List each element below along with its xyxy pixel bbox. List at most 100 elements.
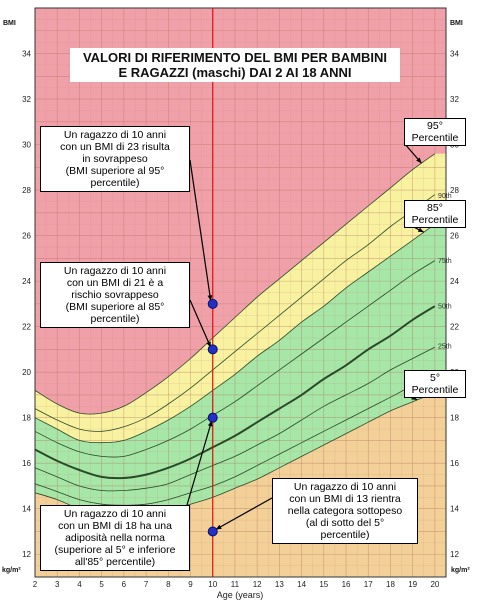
x-tick-label: 13: [275, 580, 284, 589]
chart-title: VALORI DI RIFERIMENTO DEL BMI PER BAMBIN…: [70, 48, 400, 82]
y-tick-label-right: 24: [450, 277, 459, 286]
y-tick-label-right: 34: [450, 50, 459, 59]
percentile-label-word: Percentile: [411, 132, 459, 144]
annotation-line: Un ragazzo di 10 anni: [63, 508, 167, 520]
x-tick-label: 18: [386, 580, 395, 589]
y-tick-label-right: 22: [450, 323, 459, 332]
plot-frame: [34, 7, 447, 578]
y-tick-label-right: 16: [450, 459, 459, 468]
percentile-label-number: 85: [427, 202, 439, 214]
x-tick-label: 7: [144, 580, 149, 589]
y-axis-label-top-left: BMI: [3, 20, 16, 27]
annotation-line: (al di sotto del 5°: [305, 517, 385, 529]
y-tick-label-right: 26: [450, 232, 459, 241]
annotation-line: percentile): [320, 529, 370, 541]
pointer-line: [186, 420, 213, 506]
y-tick-label-left: 30: [22, 141, 31, 150]
percentile-curve-25th: [34, 346, 436, 492]
x-tick-label: 17: [364, 580, 373, 589]
x-tick-label: 16: [342, 580, 351, 589]
data-marker: [207, 412, 218, 423]
x-tick-label: 2: [33, 580, 38, 589]
percentile-curve-10th: [34, 376, 436, 506]
pointer-arrowhead: [416, 157, 422, 164]
line-label-90th: 90th: [438, 193, 452, 200]
annotation-line: (BMI superiore al 95°: [65, 165, 165, 177]
pointer-arrowhead: [417, 227, 424, 233]
y-tick-label-left: 20: [22, 368, 31, 377]
percentile-label-number: 5: [429, 372, 436, 384]
y-tick-label-left: 22: [22, 323, 31, 332]
y-tick-label-left: 32: [22, 95, 31, 104]
y-tick-label-right: 12: [450, 550, 459, 559]
annotation-line: (BMI superiore al 85°: [65, 301, 165, 313]
data-marker: [207, 526, 218, 537]
annotation-line: Un ragazzo di 10 anni: [63, 129, 167, 141]
x-tick-label: 12: [253, 580, 262, 589]
y-tick-label-left: 14: [22, 505, 31, 514]
annotation-bmi-23: Un ragazzo di 10 anni con un BMI di 23 r…: [40, 126, 190, 192]
line-label-50th: 50th: [438, 304, 452, 311]
y-tick-label-right: 28: [450, 186, 459, 195]
y-tick-label-left: 28: [22, 186, 31, 195]
annotation-line: adiposità nella norma: [65, 532, 165, 544]
annotation-line: con un BMI di 13 rientra: [289, 493, 401, 505]
y-axis-label-top-right: BMI: [450, 20, 463, 27]
x-tick-label: 8: [166, 580, 171, 589]
percentile-curve-90th: [34, 194, 436, 432]
y-tick-label-right: 32: [450, 95, 459, 104]
data-marker: [207, 344, 218, 355]
percentile-label-85: 85° Percentile: [404, 200, 466, 228]
y-axis-label-bottom-left: kg/m²: [2, 567, 21, 574]
annotation-line: con un BMI di 21 è a: [66, 277, 164, 289]
annotation-line: con un BMI di 23 risulta: [60, 141, 170, 153]
pointer-line: [189, 299, 212, 348]
annotation-line: in sovrappeso: [82, 153, 148, 165]
y-tick-label-right: 14: [450, 505, 459, 514]
y-tick-label-left: 34: [22, 50, 31, 59]
annotation-line: all'85° percentile): [74, 556, 156, 568]
annotation-line: percentile): [90, 177, 140, 189]
x-tick-label: 19: [408, 580, 417, 589]
x-tick-label: 9: [188, 580, 193, 589]
pointer-arrowhead: [215, 524, 222, 530]
annotation-bmi-21: Un ragazzo di 10 anni con un BMI di 21 è…: [40, 262, 190, 328]
percentile-curve-95th: [34, 153, 436, 415]
percentile-curve-75th: [34, 260, 436, 458]
annotation-line: rischio sovrappeso: [71, 289, 159, 301]
data-marker: [207, 298, 218, 309]
x-tick-label: 3: [55, 580, 60, 589]
annotation-line: (superiore al 5° e inferiore: [54, 544, 176, 556]
y-tick-label-left: 24: [22, 277, 31, 286]
percentile-label-word: Percentile: [411, 214, 459, 226]
annotation-line: percentile): [90, 313, 140, 325]
y-tick-label-left: 26: [22, 232, 31, 241]
annotation-line: nella categora sottopeso: [287, 505, 403, 517]
percentile-curve-85th: [34, 223, 436, 444]
y-tick-label-left: 12: [22, 550, 31, 559]
percentile-curve-50th: [34, 305, 436, 480]
x-tick-label: 14: [297, 580, 306, 589]
annotation-line: Un ragazzo di 10 anni: [63, 265, 167, 277]
chart-title-line-2: E RAGAZZI (maschi) DAI 2 AI 18 ANNI: [118, 65, 352, 80]
x-tick-label: 4: [77, 580, 82, 589]
x-tick-label: 11: [231, 580, 240, 589]
chart-title-line-1: VALORI DI RIFERIMENTO DEL BMI PER BAMBIN…: [82, 50, 388, 65]
y-axis-label-bottom-right: kg/m²: [451, 567, 470, 574]
y-tick-label-right: 18: [450, 414, 459, 423]
pointer-line: [215, 497, 273, 531]
percentile-label-number: 95: [427, 120, 439, 132]
line-label-25th: 25th: [438, 344, 452, 351]
x-tick-label: 10: [208, 580, 217, 589]
line-label-75th: 75th: [438, 258, 452, 265]
y-tick-label-left: 18: [22, 414, 31, 423]
x-axis-title: Age (years): [216, 590, 264, 600]
annotation-bmi-13: Un ragazzo di 10 anni con un BMI di 13 r…: [272, 478, 418, 544]
percentile-label-word: Percentile: [411, 384, 459, 396]
annotation-line: Un ragazzo di 10 anni: [293, 481, 397, 493]
annotation-line: con un BMI di 18 ha una: [58, 520, 172, 532]
x-tick-label: 5: [99, 580, 104, 589]
pointer-line: [189, 159, 212, 301]
x-tick-label: 15: [319, 580, 328, 589]
x-tick-label: 20: [430, 580, 439, 589]
